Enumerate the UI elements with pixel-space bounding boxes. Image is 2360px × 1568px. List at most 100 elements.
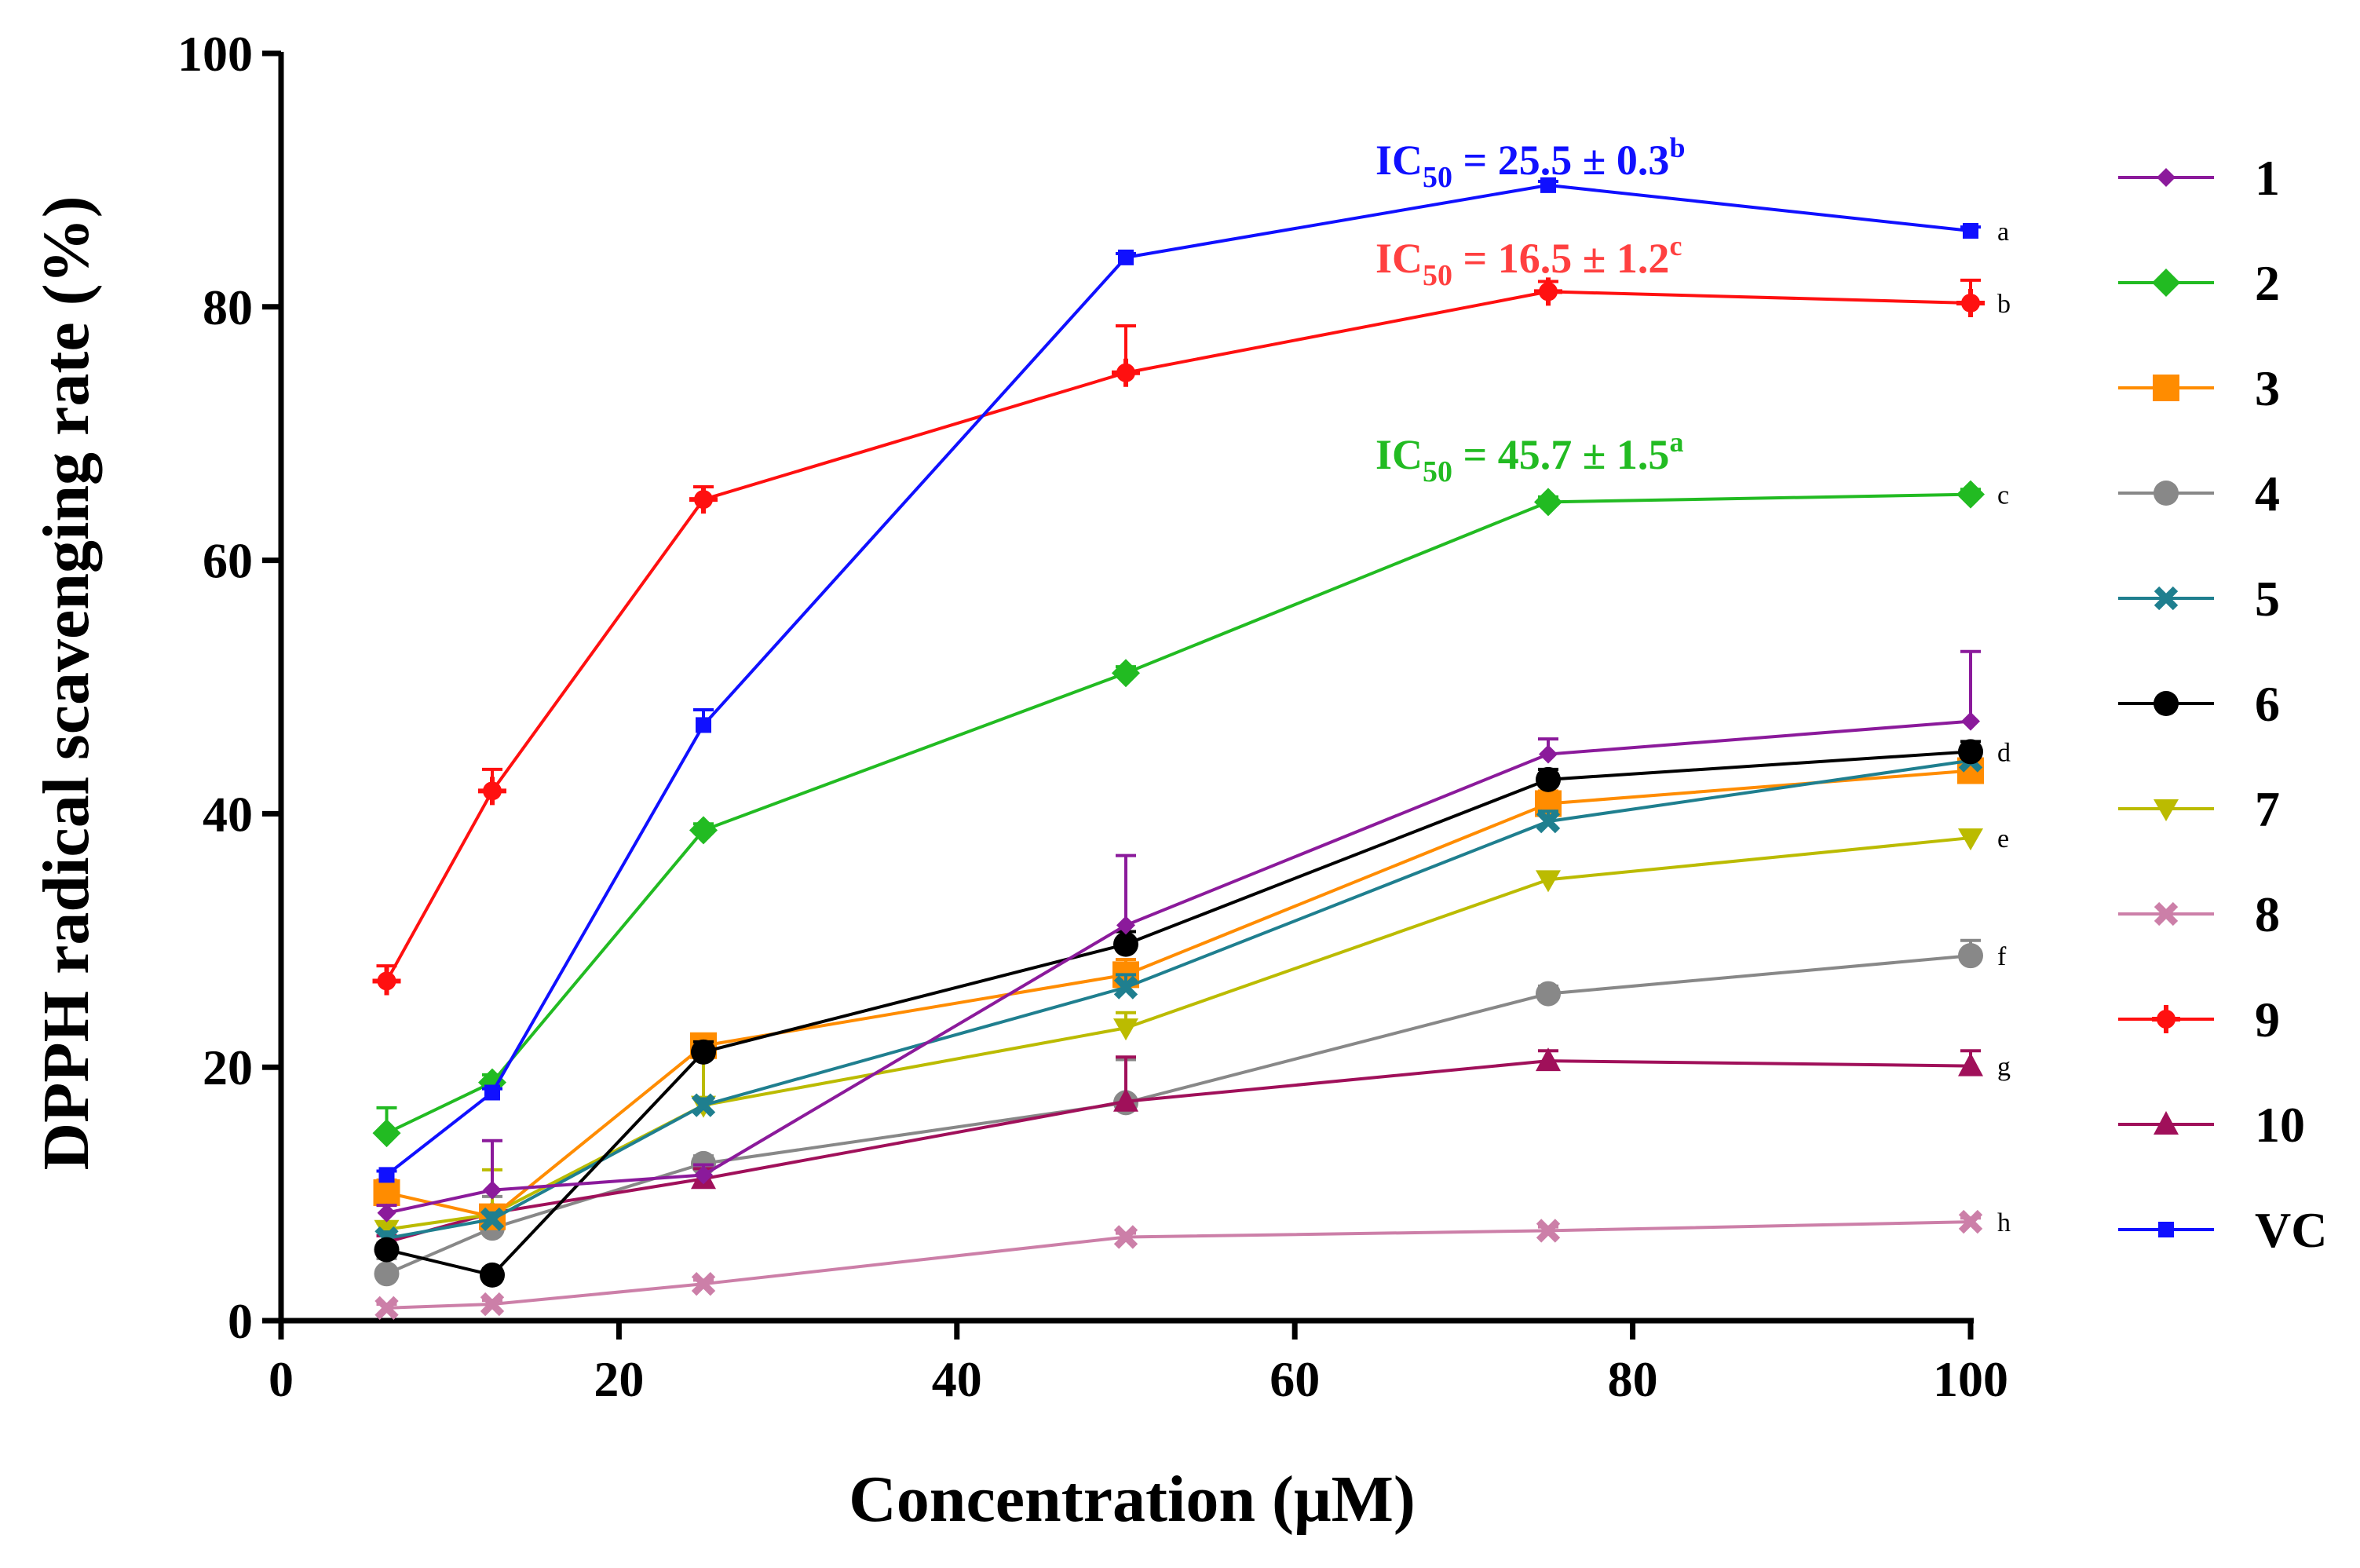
legend-label: 5: [2255, 571, 2280, 627]
data-point: [1113, 1018, 1138, 1041]
legend-marker: [2152, 1005, 2180, 1033]
data-point: [696, 717, 711, 733]
data-point: [689, 485, 718, 514]
legend-item-2: 2: [2118, 255, 2280, 311]
data-point: [1956, 288, 1985, 317]
series-line: [386, 769, 1971, 1219]
data-point: [483, 1180, 502, 1200]
series-line: [385, 183, 1971, 1176]
legend-item-3: 3: [2118, 360, 2280, 416]
y-axis-title: DPPH radical scavenging rate (%): [30, 196, 103, 1170]
legend-marker: [2154, 901, 2179, 927]
data-point: [480, 1262, 505, 1288]
series-line: [386, 836, 1971, 1231]
data-point: [691, 1272, 716, 1296]
data-point: [480, 1292, 505, 1317]
data-point: [1534, 277, 1562, 306]
data-point: [372, 1119, 401, 1148]
legend-item-6: 6: [2118, 676, 2280, 732]
axes: 0 20 40 60 80 100 0 20 40 60 80 100: [177, 26, 2008, 1407]
data-point: [1534, 488, 1562, 517]
legend-marker: [2157, 168, 2176, 187]
series-1: [376, 649, 1981, 1223]
significance-letter: c: [1997, 481, 2009, 510]
y-tick-label: 20: [203, 1040, 253, 1095]
significance-letter: d: [1997, 738, 2011, 767]
significance-letter: g: [1997, 1053, 2011, 1082]
y-tick-label: 60: [203, 533, 253, 589]
data-point: [1116, 916, 1135, 935]
data-point: [1113, 1225, 1138, 1249]
data-point: [691, 1093, 716, 1117]
y-tick-label: 0: [228, 1293, 253, 1349]
legend-marker: [2152, 269, 2180, 297]
legend-marker: [2154, 691, 2179, 716]
ic50-annotation-s2: IC50 = 45.7 ± 1.5a: [1375, 426, 1683, 488]
y-tick-label: 80: [203, 280, 253, 335]
legend-item-7: 7: [2118, 781, 2280, 837]
series-9: b: [372, 277, 2011, 996]
significance-letter: b: [1997, 290, 2011, 319]
data-point: [1536, 870, 1561, 893]
legend-marker: [2154, 1111, 2179, 1135]
data-point: [1112, 659, 1140, 688]
x-tick-label: 80: [1608, 1351, 1658, 1407]
data-point: [689, 816, 718, 845]
series-line: [386, 719, 1971, 1215]
legend-marker: [2154, 799, 2179, 821]
data-point: [1961, 711, 1980, 731]
data-point: [1113, 1087, 1138, 1112]
data-point: [1112, 358, 1140, 387]
data-point: [480, 1207, 505, 1232]
data-point: [1539, 744, 1558, 764]
significance-letter: a: [1997, 217, 2009, 247]
legend-label: 7: [2255, 781, 2280, 837]
legend-item-VC: VC: [2118, 1202, 2327, 1258]
legend-item-8: 8: [2118, 886, 2280, 942]
significance-letter: f: [1997, 942, 2007, 971]
series-layer: h f g e d c b a: [372, 177, 2011, 1321]
series-line: [386, 1220, 1971, 1310]
data-point: [1958, 828, 1983, 851]
data-point: [1958, 1052, 1983, 1076]
y-tick-label: 40: [203, 786, 253, 842]
legend: 1 2 3 4 5 6 7 8 9 10 VC: [2118, 150, 2327, 1258]
data-point: [378, 1167, 395, 1183]
x-axis-title: Concentration (μM): [849, 1463, 1416, 1536]
data-point: [1958, 739, 1983, 765]
x-tick-label: 0: [269, 1351, 294, 1407]
legend-label: 3: [2255, 360, 2280, 416]
data-point: [691, 1039, 716, 1065]
data-point: [478, 777, 506, 806]
legend-item-10: 10: [2118, 1097, 2305, 1153]
series-line: [386, 758, 1971, 1241]
data-point: [1536, 766, 1561, 792]
x-tick-label: 100: [1933, 1351, 2008, 1407]
data-point: [1536, 1047, 1561, 1072]
series-8: h: [374, 1208, 2011, 1321]
legend-marker: [2154, 481, 2179, 506]
series-7: e: [374, 824, 2009, 1242]
legend-item-9: 9: [2118, 992, 2280, 1047]
legend-label: 10: [2255, 1097, 2305, 1153]
series-VC: a: [376, 177, 2009, 1183]
data-point: [1113, 975, 1138, 1000]
significance-letter: e: [1997, 824, 2009, 853]
series-3: [373, 756, 1984, 1230]
data-point: [374, 1296, 399, 1321]
series-line: [385, 954, 1971, 1276]
legend-label: 6: [2255, 676, 2280, 732]
significance-letter: h: [1997, 1208, 2011, 1237]
data-point: [694, 1165, 713, 1185]
legend-label: 8: [2255, 886, 2280, 942]
data-point: [1963, 222, 1978, 239]
data-point: [374, 1261, 400, 1287]
legend-item-5: 5: [2118, 571, 2280, 627]
series-4: f: [374, 938, 2007, 1287]
data-point: [372, 967, 401, 996]
legend-marker: [2154, 586, 2179, 611]
ic50-annotation-vc: IC50 = 25.5 ± 0.3b: [1375, 132, 1685, 194]
data-point: [1958, 1209, 1983, 1234]
series-6: d: [374, 738, 2011, 1288]
